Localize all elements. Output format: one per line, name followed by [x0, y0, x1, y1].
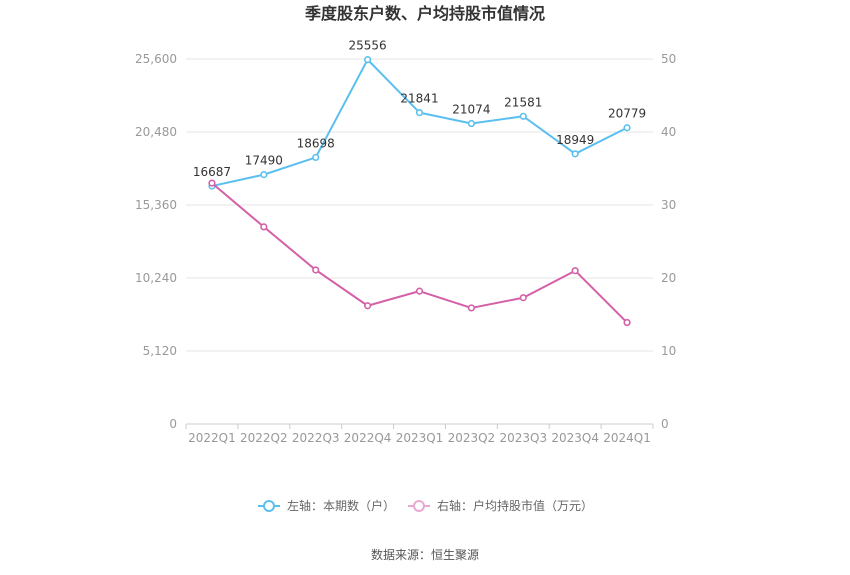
x-tick-label: 2024Q1	[603, 431, 651, 445]
x-tick-label: 2023Q2	[448, 431, 496, 445]
y-left-tick-label: 15,360	[135, 198, 177, 212]
x-tick-label: 2022Q1	[188, 431, 236, 445]
x-tick-label: 2022Q3	[292, 431, 340, 445]
x-tick-label: 2022Q4	[344, 431, 392, 445]
data-point	[519, 112, 527, 120]
source-note: 数据来源：恒生聚源	[371, 547, 479, 562]
data-point	[519, 294, 527, 302]
data-point	[571, 267, 579, 275]
data-point	[467, 304, 475, 312]
legend-label: 右轴：户均持股市值（万元）	[437, 498, 593, 513]
x-tick-label: 2022Q2	[240, 431, 288, 445]
data-label: 25556	[349, 39, 387, 53]
y-left-tick-label: 0	[169, 417, 177, 431]
data-label: 21074	[452, 103, 490, 117]
legend-marker	[263, 500, 275, 512]
y-right-tick-label: 40	[661, 125, 676, 139]
legend-marker	[413, 500, 425, 512]
data-label: 18698	[297, 136, 335, 150]
data-label: 21581	[504, 95, 542, 109]
y-right-tick-label: 50	[661, 52, 676, 66]
legend[interactable]: 左轴：本期数（户） 右轴：户均持股市值（万元）	[258, 498, 593, 513]
data-point	[571, 150, 579, 158]
data-point	[467, 119, 475, 128]
data-label: 20779	[608, 107, 646, 121]
y-right-tick-label: 30	[661, 198, 676, 212]
chart-title: 季度股东户数、户均持股市值情况	[304, 4, 545, 23]
legend-label: 左轴：本期数（户）	[287, 498, 395, 513]
x-tick-label: 2023Q3	[499, 431, 547, 445]
x-tick-label: 2023Q4	[551, 431, 599, 445]
x-tick-label: 2023Q1	[396, 431, 444, 445]
y-left-tick-label: 20,480	[135, 125, 177, 139]
data-point	[623, 124, 631, 132]
y-right-tick-label: 10	[661, 344, 676, 358]
data-point	[364, 56, 372, 64]
y-right-tick-label: 0	[661, 417, 669, 431]
y-left-tick-label: 5,120	[143, 344, 177, 358]
data-point	[312, 153, 320, 162]
data-label: 21841	[400, 92, 438, 106]
y-left-tick-label: 10,240	[135, 271, 177, 285]
data-label: 16687	[193, 165, 231, 179]
grid-lines	[186, 58, 653, 425]
data-point	[623, 318, 631, 327]
data-point	[208, 179, 216, 187]
series-layer: 16687 17490 18698 25556 21841 21074 21581 18949…	[193, 39, 646, 327]
data-point	[415, 108, 424, 117]
data-point	[415, 287, 424, 295]
data-point	[312, 266, 320, 274]
data-point	[260, 223, 268, 231]
series-line-2	[211, 182, 628, 324]
data-point	[364, 302, 372, 310]
y-left-tick-label: 25,600	[135, 52, 177, 66]
data-label: 17490	[245, 154, 283, 168]
y-right-tick-label: 20	[661, 271, 676, 285]
axes: 0 0 5,120 10 10,240 20 15,360 30 20,480 40 25,600 5…	[135, 52, 676, 445]
data-label: 18949	[556, 133, 594, 147]
data-point	[260, 171, 268, 179]
